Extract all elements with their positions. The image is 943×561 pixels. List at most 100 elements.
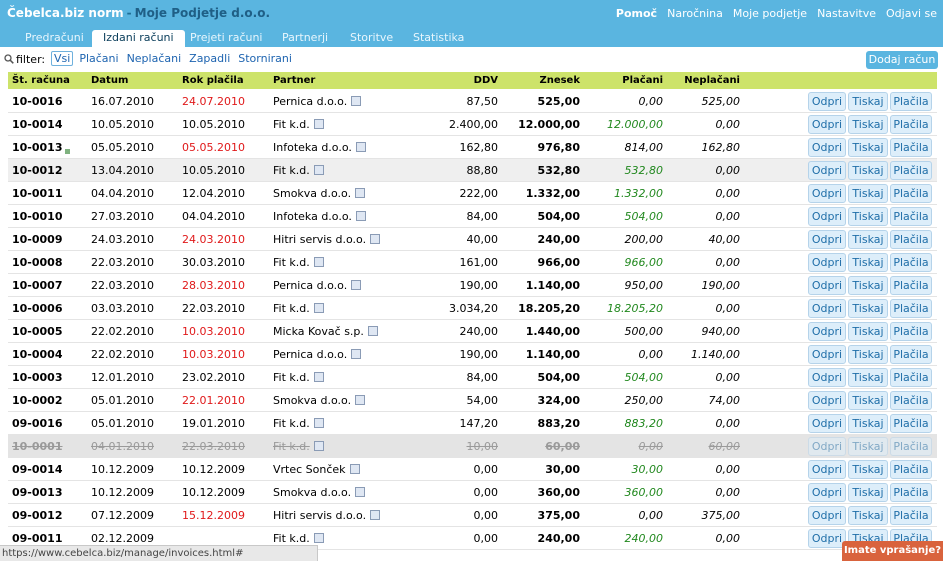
open-invoice-button[interactable]: Odpri xyxy=(808,529,846,548)
open-invoice-button[interactable]: Odpri xyxy=(808,161,846,180)
table-row[interactable]: 10-0009 24.03.2010 24.03.2010 Hitri servis … xyxy=(8,228,937,251)
print-invoice-button[interactable]: Tiskaj xyxy=(848,368,888,387)
tab-proforma[interactable]: Predračuni xyxy=(25,31,84,44)
table-row[interactable]: 10-0007 22.03.2010 28.03.2010 Pernica d.o.o… xyxy=(8,274,937,297)
print-invoice-button[interactable]: Tiskaj xyxy=(848,322,888,341)
tab-statistics[interactable]: Statistika xyxy=(413,31,465,44)
payments-button[interactable]: Plačila xyxy=(890,230,932,249)
magnifier-icon[interactable] xyxy=(355,188,366,198)
open-invoice-button[interactable]: Odpri xyxy=(808,460,846,479)
magnifier-icon[interactable] xyxy=(313,257,324,267)
invoice-number[interactable]: 10-0012 xyxy=(12,164,63,177)
invoice-number[interactable]: 10-0001 xyxy=(12,440,63,453)
magnifier-icon[interactable] xyxy=(355,142,366,152)
print-invoice-button[interactable]: Tiskaj xyxy=(848,253,888,272)
print-invoice-button[interactable]: Tiskaj xyxy=(848,414,888,433)
print-invoice-button[interactable]: Tiskaj xyxy=(848,184,888,203)
payments-button[interactable]: Plačila xyxy=(890,138,932,157)
col-vat[interactable]: DDV xyxy=(473,75,498,86)
invoice-number[interactable]: 10-0016 xyxy=(12,95,63,108)
open-invoice-button[interactable]: Odpri xyxy=(808,230,846,249)
magnifier-icon[interactable] xyxy=(355,211,366,221)
print-invoice-button[interactable]: Tiskaj xyxy=(848,391,888,410)
print-invoice-button[interactable]: Tiskaj xyxy=(848,138,888,157)
print-invoice-button[interactable]: Tiskaj xyxy=(848,207,888,226)
tab-services[interactable]: Storitve xyxy=(350,31,394,44)
invoice-number[interactable]: 10-0006 xyxy=(12,302,63,315)
magnifier-icon[interactable] xyxy=(351,96,362,106)
table-row[interactable]: 09-0013 10.12.2009 10.12.2009 Smokva d.o.o.… xyxy=(8,481,937,504)
payments-button[interactable]: Plačila xyxy=(890,414,932,433)
table-row[interactable]: 10-0005 22.02.2010 10.03.2010 Micka Kovač s… xyxy=(8,320,937,343)
print-invoice-button[interactable]: Tiskaj xyxy=(848,276,888,295)
invoice-number[interactable]: 09-0012 xyxy=(12,509,63,522)
payments-button[interactable]: Plačila xyxy=(890,276,932,295)
magnifier-icon[interactable] xyxy=(355,395,366,405)
invoice-number[interactable]: 10-0007 xyxy=(12,279,63,292)
payments-button[interactable]: Plačila xyxy=(890,207,932,226)
invoice-number[interactable]: 10-0005 xyxy=(12,325,63,338)
open-invoice-button[interactable]: Odpri xyxy=(808,115,846,134)
magnifier-icon[interactable] xyxy=(351,349,362,359)
magnifier-icon[interactable] xyxy=(370,234,381,244)
table-row[interactable]: 10-0013 05.05.2010 05.05.2010 Infoteka d.o.… xyxy=(8,136,937,159)
invoice-number[interactable]: 09-0011 xyxy=(12,532,63,545)
open-invoice-button[interactable]: Odpri xyxy=(808,184,846,203)
print-invoice-button[interactable]: Tiskaj xyxy=(848,115,888,134)
open-invoice-button[interactable]: Odpri xyxy=(808,483,846,502)
my-company-link[interactable]: Moje podjetje xyxy=(732,7,808,20)
magnifier-icon[interactable] xyxy=(313,119,324,129)
filter-cancelled[interactable]: Stornirani xyxy=(238,52,292,65)
print-invoice-button[interactable]: Tiskaj xyxy=(848,92,888,111)
table-row[interactable]: 09-0016 05.01.2010 19.01.2010 Fit k.d. 147,2… xyxy=(8,412,937,435)
invoice-number[interactable]: 10-0002 xyxy=(12,394,63,407)
invoice-number[interactable]: 09-0016 xyxy=(12,417,63,430)
open-invoice-button[interactable]: Odpri xyxy=(808,414,846,433)
magnifier-icon[interactable] xyxy=(313,372,324,382)
magnifier-icon[interactable] xyxy=(313,303,324,313)
payments-button[interactable]: Plačila xyxy=(890,92,932,111)
col-number[interactable]: Št. računa xyxy=(12,75,70,86)
payments-button[interactable]: Plačila xyxy=(890,253,932,272)
print-invoice-button[interactable]: Tiskaj xyxy=(848,299,888,318)
subscription-link[interactable]: Naročnina xyxy=(667,7,723,20)
col-partner[interactable]: Partner xyxy=(273,75,316,86)
payments-button[interactable]: Plačila xyxy=(890,322,932,341)
table-row[interactable]: 10-0016 16.07.2010 24.07.2010 Pernica d.o.o… xyxy=(8,90,937,113)
print-invoice-button[interactable]: Tiskaj xyxy=(848,460,888,479)
payments-button[interactable]: Plačila xyxy=(890,299,932,318)
table-row[interactable]: 10-0010 27.03.2010 04.04.2010 Infoteka d.o.… xyxy=(8,205,937,228)
print-invoice-button[interactable]: Tiskaj xyxy=(848,345,888,364)
table-row[interactable]: 10-0012 13.04.2010 10.05.2010 Fit k.d. 88,80… xyxy=(8,159,937,182)
settings-link[interactable]: Nastavitve xyxy=(817,7,876,20)
magnifier-icon[interactable] xyxy=(313,418,324,428)
table-row[interactable]: 09-0014 10.12.2009 10.12.2009 Vrtec Sonček 0… xyxy=(8,458,937,481)
logout-link[interactable]: Odjavi se xyxy=(886,7,937,20)
print-invoice-button[interactable]: Tiskaj xyxy=(848,161,888,180)
open-invoice-button[interactable]: Odpri xyxy=(808,345,846,364)
open-invoice-button[interactable]: Odpri xyxy=(808,322,846,341)
col-unpaid[interactable]: Neplačani xyxy=(684,75,740,86)
invoice-number[interactable]: 10-0004 xyxy=(12,348,63,361)
tab-received-invoices[interactable]: Prejeti računi xyxy=(190,31,263,44)
magnifier-icon[interactable] xyxy=(349,464,360,474)
table-row[interactable]: 10-0014 10.05.2010 10.05.2010 Fit k.d. 2.400… xyxy=(8,113,937,136)
invoice-number[interactable]: 10-0008 xyxy=(12,256,63,269)
add-invoice-button[interactable]: Dodaj račun xyxy=(866,51,938,69)
open-invoice-button[interactable]: Odpri xyxy=(808,368,846,387)
open-invoice-button[interactable]: Odpri xyxy=(808,92,846,111)
tab-issued-invoices[interactable]: Izdani računi xyxy=(92,30,185,47)
open-invoice-button[interactable]: Odpri xyxy=(808,391,846,410)
payments-button[interactable]: Plačila xyxy=(890,391,932,410)
payments-button[interactable]: Plačila xyxy=(890,460,932,479)
help-question-button[interactable]: Imate vprašanje? xyxy=(842,541,943,561)
payments-button[interactable]: Plačila xyxy=(890,437,932,456)
invoice-number[interactable]: 10-0010 xyxy=(12,210,63,223)
magnifier-icon[interactable] xyxy=(313,533,324,543)
filter-paid[interactable]: Plačani xyxy=(79,52,119,65)
table-row[interactable]: 10-0002 05.01.2010 22.01.2010 Smokva d.o.o.… xyxy=(8,389,937,412)
open-invoice-button[interactable]: Odpri xyxy=(808,253,846,272)
payments-button[interactable]: Plačila xyxy=(890,506,932,525)
col-paid[interactable]: Plačani xyxy=(622,75,663,86)
payments-button[interactable]: Plačila xyxy=(890,368,932,387)
